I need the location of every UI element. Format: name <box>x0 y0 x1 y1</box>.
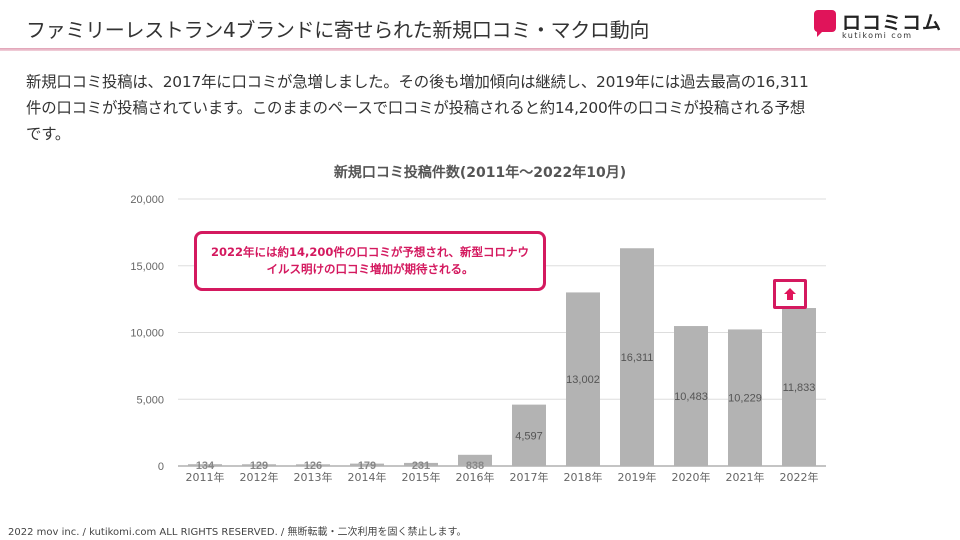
slide-title: ファミリーレストラン4ブランドに寄せられた新規口コミ・マクロ動向 <box>26 18 650 42</box>
bar <box>458 454 492 466</box>
up-arrow-icon <box>784 288 796 300</box>
x-tick-label: 2015年 <box>402 470 441 484</box>
y-tick-label: 5,000 <box>136 394 164 406</box>
forecast-marker <box>773 279 807 309</box>
bar <box>782 308 816 466</box>
data-label: 10,483 <box>674 391 708 403</box>
bar <box>242 464 276 466</box>
data-label: 13,002 <box>566 374 600 386</box>
bar <box>512 404 546 466</box>
y-tick-label: 10,000 <box>130 328 164 340</box>
x-tick-label: 2011年 <box>186 470 225 484</box>
data-label: 179 <box>358 460 376 472</box>
bar <box>350 463 384 466</box>
logo: ロコミコム kutikomi com <box>814 10 954 44</box>
x-tick-label: 2019年 <box>618 470 657 484</box>
bar <box>566 292 600 466</box>
bar <box>188 464 222 466</box>
chart-title: 新規口コミ投稿件数(2011年～2022年10月) <box>333 165 627 181</box>
x-tick-label: 2020年 <box>672 470 711 484</box>
callout-line-2: イルス明けの口コミ増加が期待される。 <box>266 262 474 276</box>
x-tick-label: 2012年 <box>240 470 279 484</box>
bar <box>296 464 330 466</box>
data-label: 126 <box>304 460 322 472</box>
y-tick-label: 20,000 <box>130 194 164 206</box>
bar <box>620 248 654 466</box>
x-tick-label: 2014年 <box>348 470 387 484</box>
bar <box>404 462 438 466</box>
x-tick-label: 2021年 <box>726 470 765 484</box>
data-label: 16,311 <box>621 352 654 364</box>
intro-text: 新規口コミ投稿は、2017年に口コミが急増しました。その後も増加傾向は継続し、2… <box>26 69 926 147</box>
intro-line-1: 新規口コミ投稿は、2017年に口コミが急増しました。その後も増加傾向は継続し、2… <box>26 73 809 91</box>
forecast-callout: 2022年には約14,200件の口コミが予想され、新型コロナウ イルス明けの口コ… <box>194 231 546 291</box>
data-label: 10,229 <box>728 393 762 405</box>
data-label: 129 <box>250 460 268 472</box>
title-underline <box>0 48 960 51</box>
intro-line-2: 件の口コミが投稿されています。このままのペースで口コミが投稿されると約14,20… <box>26 99 806 117</box>
callout-line-1: 2022年には約14,200件の口コミが予想され、新型コロナウ <box>211 245 529 259</box>
intro-line-3: です。 <box>26 125 71 143</box>
data-label: 134 <box>196 460 215 472</box>
footer-copyright: 2022 mov inc. / kutikomi.com ALL RIGHTS … <box>8 527 467 538</box>
logo-speech-bubble-icon <box>814 10 836 37</box>
bar <box>728 329 762 466</box>
data-label: 231 <box>412 460 430 472</box>
x-tick-label: 2016年 <box>456 470 495 484</box>
logo-name: ロコミコム <box>842 12 943 34</box>
data-label: 11,833 <box>783 382 816 394</box>
x-tick-label: 2018年 <box>564 470 603 484</box>
logo-subtitle: kutikomi com <box>842 31 913 40</box>
x-tick-label: 2013年 <box>294 470 333 484</box>
x-tick-label: 2017年 <box>510 470 549 484</box>
data-label: 4,597 <box>515 430 543 442</box>
x-tick-label: 2022年 <box>780 470 819 484</box>
y-tick-label: 15,000 <box>130 261 164 273</box>
y-tick-label: 0 <box>158 461 164 473</box>
data-label: 838 <box>466 460 484 472</box>
bar <box>674 326 708 466</box>
